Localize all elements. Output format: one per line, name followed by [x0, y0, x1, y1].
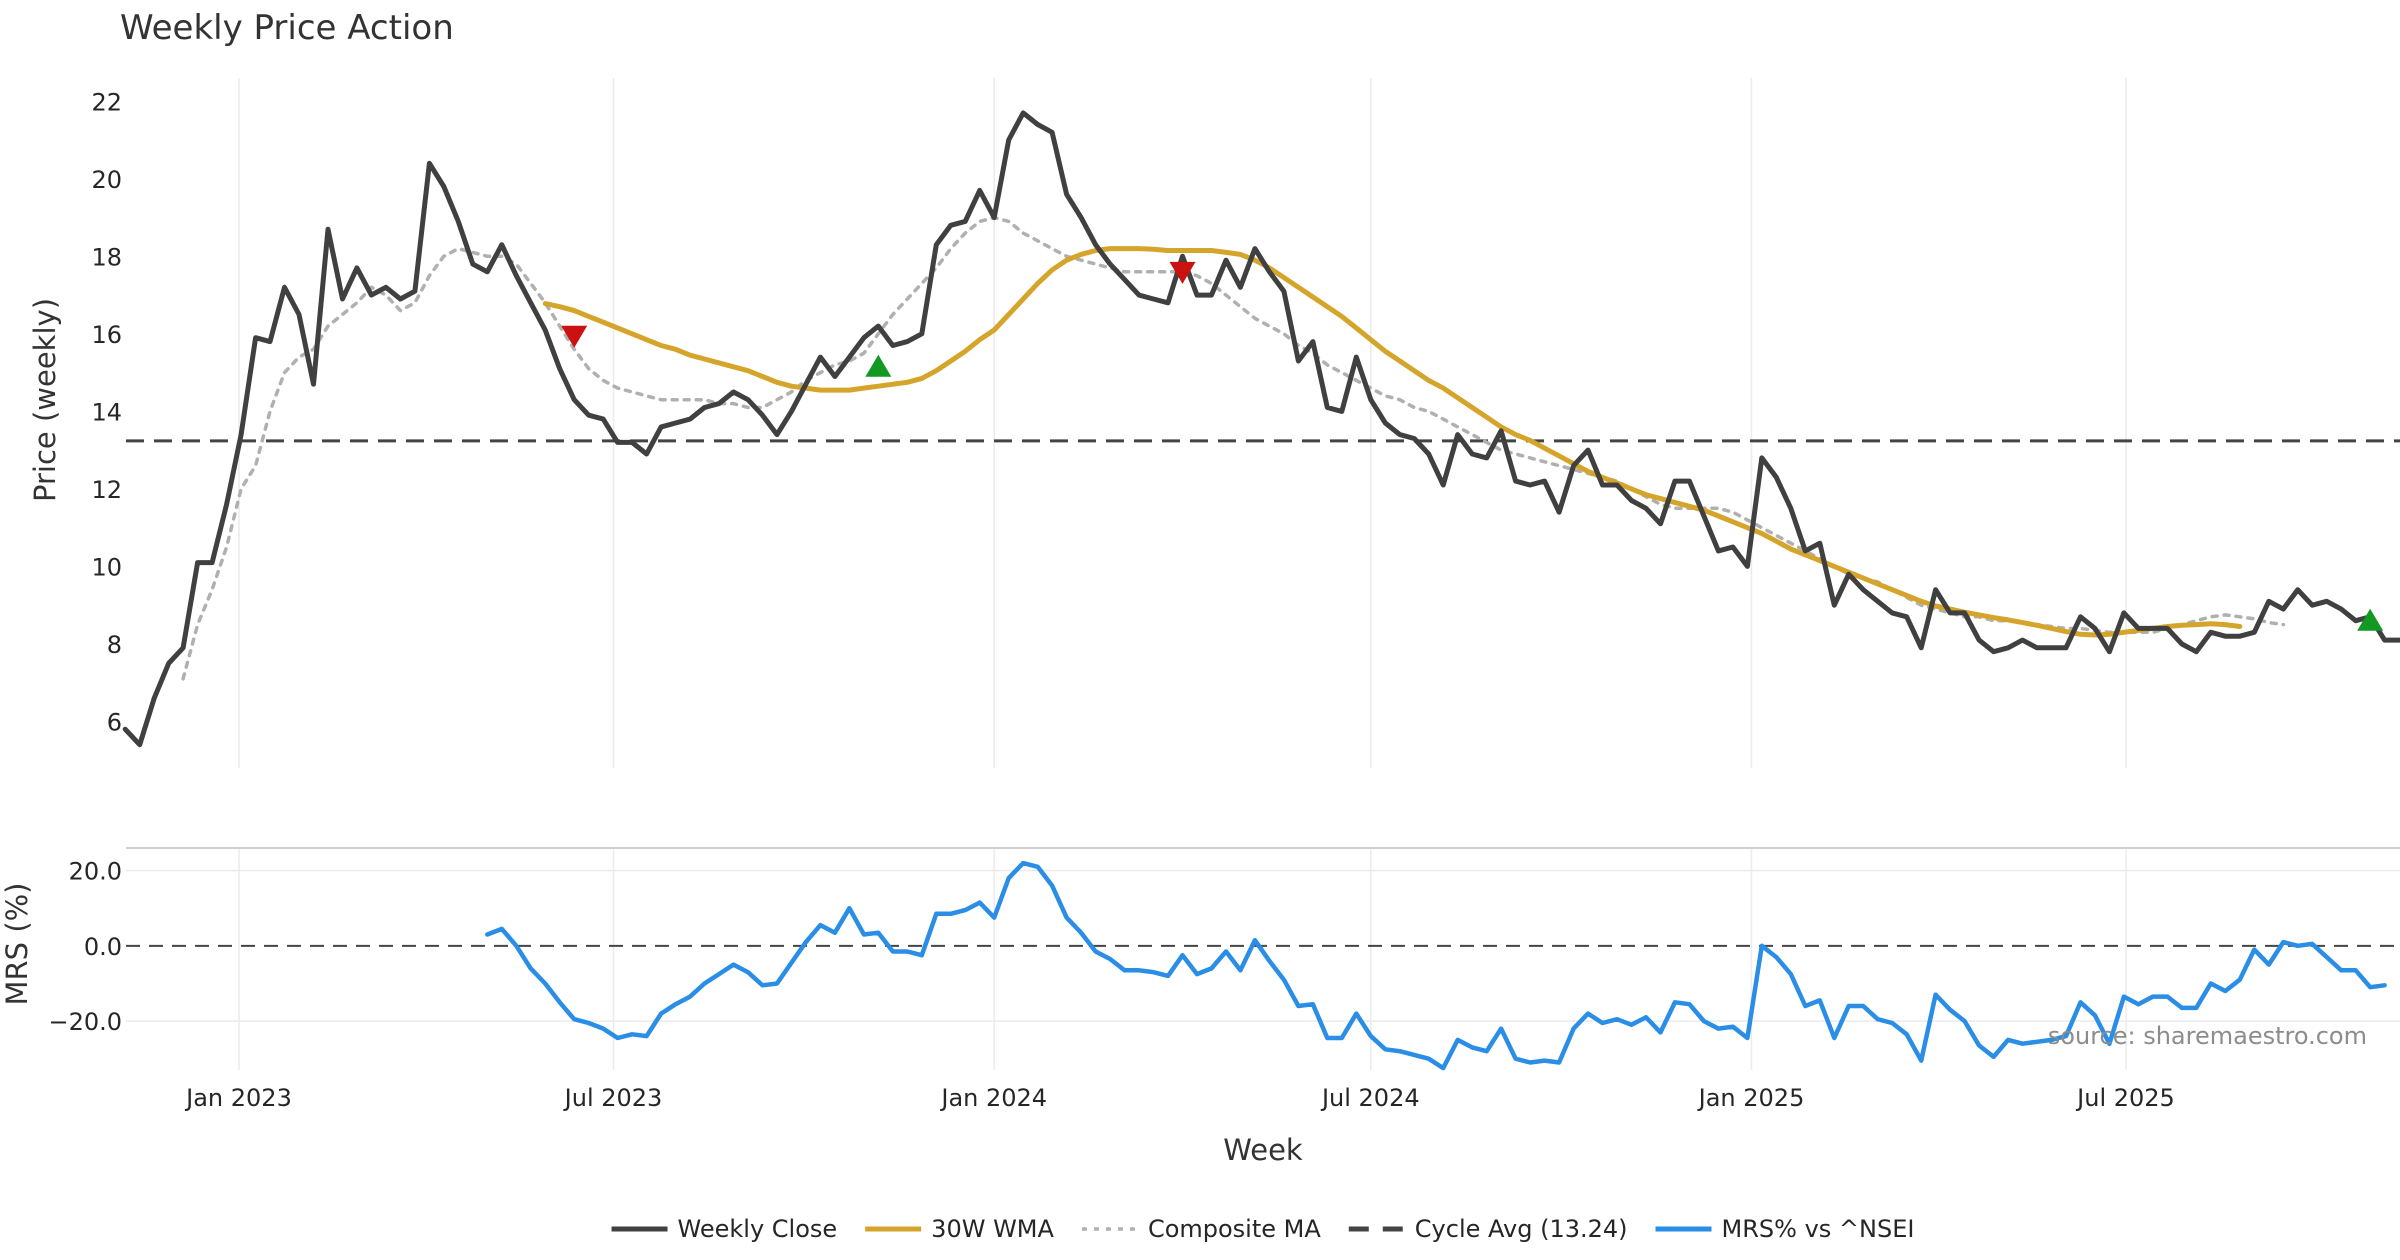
legend-item-mrs-vs-nsei: MRS% vs ^NSEI [1655, 1215, 1915, 1243]
signal-markers [561, 261, 2384, 631]
chart-title: Weekly Price Action [120, 8, 454, 48]
price-y-tick-14: 14 [91, 398, 122, 426]
source-note: source: sharemaestro.com [2048, 1022, 2367, 1050]
price-panel-grid [238, 78, 2127, 768]
price-y-tick-22: 22 [91, 88, 122, 116]
sell-signal-marker [561, 325, 588, 348]
legend-item-30w-wma: 30W WMA [865, 1215, 1055, 1243]
mrs-y-tick-20: 20.0 [69, 858, 122, 886]
price-y-tick-6: 6 [107, 708, 122, 736]
mrs-y-ticks: 20.0 0.0 −20.0 [48, 858, 122, 1037]
sell-signal-marker [1169, 261, 1196, 284]
x-tick-label-jul-2024: Jul 2024 [1320, 1084, 1420, 1112]
price-y-ticks: 6 8 10 12 14 16 18 20 22 [91, 88, 122, 736]
buy-signal-marker [2357, 608, 2384, 631]
x-axis-label: Week [1223, 1133, 1303, 1167]
price-series [122, 110, 2400, 748]
x-tick-label-jan-2023: Jan 2023 [184, 1084, 292, 1112]
legend-label: 30W WMA [931, 1215, 1054, 1243]
price-y-tick-8: 8 [107, 631, 122, 659]
legend: Weekly Close 30W WMA Composite MA Cycle Avg… [611, 1215, 1915, 1243]
legend-item-composite-ma: Composite MA [1081, 1215, 1321, 1243]
price-y-tick-16: 16 [91, 321, 122, 349]
x-tick-label-jul-2023: Jul 2023 [563, 1084, 663, 1112]
price-y-tick-12: 12 [91, 476, 122, 504]
mrs-y-tick-20: −20.0 [48, 1008, 122, 1036]
x-tick-label-jan-2024: Jan 2024 [939, 1084, 1047, 1112]
legend-label: MRS% vs ^NSEI [1722, 1215, 1915, 1243]
x-tick-label-jul-2025: Jul 2025 [2075, 1084, 2175, 1112]
mrs-series [485, 860, 2387, 1071]
series-line-mrs-vs-nsei [485, 860, 2387, 1071]
series-line-weekly-close [122, 110, 2400, 748]
legend-item-weekly-close: Weekly Close [611, 1215, 838, 1243]
price-y-tick-20: 20 [91, 166, 122, 194]
buy-signal-marker [865, 354, 892, 377]
legend-label: Composite MA [1148, 1215, 1321, 1243]
price-y-tick-18: 18 [91, 243, 122, 271]
legend-label: Cycle Avg (13.24) [1415, 1215, 1628, 1243]
legend-item-cycle-avg-13-24: Cycle Avg (13.24) [1348, 1215, 1628, 1243]
price-y-tick-10: 10 [91, 553, 122, 581]
mrs-y-tick-0: 0.0 [84, 933, 122, 961]
price-y-axis-label: Price (weekly) [28, 298, 62, 502]
mrs-y-axis-label: MRS (%) [0, 883, 34, 1006]
x-tick-label-jan-2025: Jan 2025 [1697, 1084, 1805, 1112]
legend-label: Weekly Close [678, 1215, 838, 1243]
x-axis-ticks: Jan 2023 Jul 2023 Jan 2024 Jul 2024 Jan 2025… [184, 1084, 2175, 1112]
